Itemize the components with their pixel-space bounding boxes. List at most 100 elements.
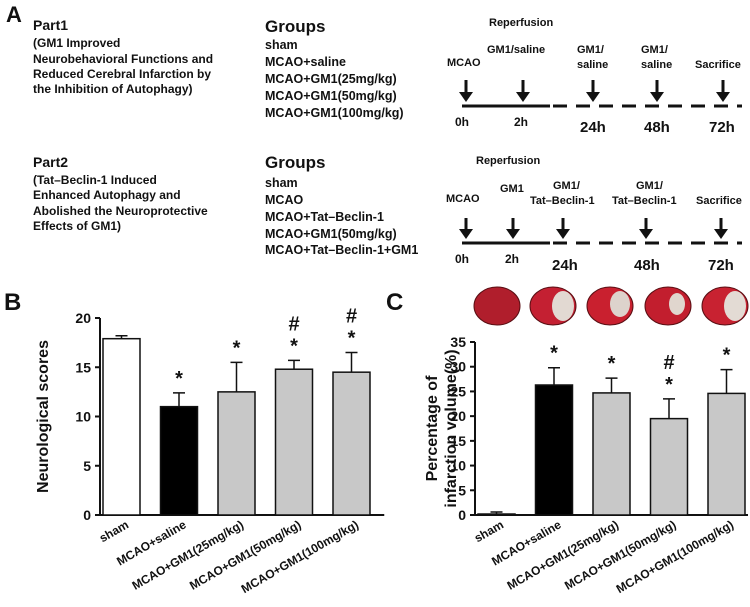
bar — [332, 371, 371, 516]
significance-mark: * — [550, 343, 558, 365]
time-label: 72h — [709, 119, 735, 136]
error-bar — [115, 334, 128, 339]
bar — [477, 513, 516, 516]
error-bar — [605, 377, 618, 393]
y-axis-label: infarction volume(%) — [443, 349, 460, 507]
time-label: 2h — [514, 115, 528, 129]
timeline-label: Reperfusion — [476, 155, 540, 167]
significance-mark: * — [665, 374, 673, 396]
time-label: 24h — [552, 257, 578, 274]
part-desc: Neurobehavioral Functions and — [33, 52, 213, 66]
y-tick-label: 35 — [450, 334, 466, 350]
timeline-label: MCAO — [446, 193, 480, 205]
y-tick-label: 15 — [450, 433, 466, 449]
bar — [707, 392, 746, 516]
significance-mark: * — [348, 327, 356, 349]
y-tick-label: 5 — [458, 482, 466, 498]
time-label: 72h — [708, 257, 734, 274]
y-axis-label: Neurological scores — [35, 340, 52, 493]
group: MCAO+GM1(50mg/kg) — [265, 89, 397, 103]
error-bar — [663, 398, 675, 419]
significance-mark: # — [346, 305, 357, 327]
significance-mark: * — [290, 335, 298, 357]
group: MCAO+Tat–Beclin-1+GM1 — [265, 243, 418, 257]
y-tick-label: 30 — [450, 359, 466, 375]
timeline-label: Tat–Beclin-1 — [612, 195, 677, 207]
timeline-label: MCAO — [447, 57, 481, 69]
y-tick-label: 25 — [450, 383, 466, 399]
error-bar — [720, 368, 733, 394]
significance-mark: * — [608, 353, 616, 375]
timeline-label: saline — [641, 59, 672, 71]
panel-label: A — [6, 2, 22, 27]
significance-mark: # — [288, 313, 299, 335]
group: MCAO+GM1(25mg/kg) — [265, 72, 397, 86]
timeline-label: saline — [577, 59, 608, 71]
panel-label: B — [4, 289, 21, 316]
time-label: 2h — [505, 252, 519, 266]
time-label: 48h — [644, 119, 670, 136]
group: MCAO+GM1(50mg/kg) — [265, 227, 397, 241]
error-bar — [288, 359, 300, 370]
time-label: 0h — [455, 252, 469, 266]
group: sham — [265, 38, 298, 52]
timeline-label: Reperfusion — [489, 17, 553, 29]
group: sham — [265, 176, 298, 190]
group: MCAO — [265, 193, 303, 207]
significance-mark: * — [233, 337, 241, 359]
y-tick-label: 10 — [75, 409, 91, 425]
error-bar — [548, 366, 560, 386]
x-tick-label: sham — [97, 517, 131, 545]
group: MCAO+saline — [265, 55, 346, 69]
timeline-label: GM1 — [500, 183, 524, 195]
part-desc: the Inhibition of Autophagy) — [33, 82, 193, 96]
error-bar — [345, 351, 358, 373]
panel-label: C — [386, 289, 403, 316]
y-tick-label: 0 — [83, 507, 91, 523]
part-desc: Effects of GM1) — [33, 219, 121, 233]
part-desc: Reduced Cerebral Infarction by — [33, 67, 211, 81]
time-label: 0h — [455, 115, 469, 129]
part-title: Part2 — [33, 154, 68, 170]
bar — [649, 417, 689, 516]
part-title: Part1 — [33, 17, 68, 33]
significance-mark: * — [175, 368, 183, 390]
error-bar — [230, 361, 243, 392]
time-label: 24h — [580, 119, 606, 136]
arrows — [459, 218, 742, 245]
error-bar — [173, 392, 185, 407]
y-tick-label: 20 — [75, 310, 91, 326]
brain-slices — [473, 286, 749, 326]
timeline-label: Sacrifice — [696, 195, 742, 207]
x-tick-label: sham — [472, 517, 506, 545]
bar — [102, 337, 141, 516]
timeline-label: GM1/saline — [487, 44, 545, 56]
group: MCAO+Tat–Beclin-1 — [265, 210, 384, 224]
timeline-label: GM1/ — [577, 44, 604, 56]
timeline-label: GM1/ — [553, 180, 580, 192]
error-bar — [490, 511, 503, 515]
part-desc: (Tat–Beclin-1 Induced — [33, 173, 157, 187]
timeline-label: Sacrifice — [695, 59, 741, 71]
groups-title: Groups — [265, 17, 325, 36]
groups-title: Groups — [265, 153, 325, 172]
part-desc: Enhanced Autophagy and — [33, 188, 181, 202]
bar — [534, 384, 574, 516]
y-tick-label: 10 — [450, 458, 466, 474]
y-tick-label: 15 — [75, 359, 91, 375]
arrows — [459, 80, 742, 108]
y-axis-label: Percentage of — [424, 375, 441, 481]
bar — [592, 392, 631, 516]
timeline-label: Tat–Beclin-1 — [530, 195, 595, 207]
y-tick-label: 20 — [450, 408, 466, 424]
bar — [217, 391, 256, 516]
significance-mark: * — [723, 345, 731, 367]
timeline-label: GM1/ — [641, 44, 668, 56]
group: MCAO+GM1(100mg/kg) — [265, 106, 404, 120]
part-desc: Abolished the Neuroprotective — [33, 204, 208, 218]
bar — [159, 405, 199, 516]
significance-mark: # — [663, 352, 674, 374]
y-tick-label: 5 — [83, 458, 91, 474]
time-label: 48h — [634, 257, 660, 274]
